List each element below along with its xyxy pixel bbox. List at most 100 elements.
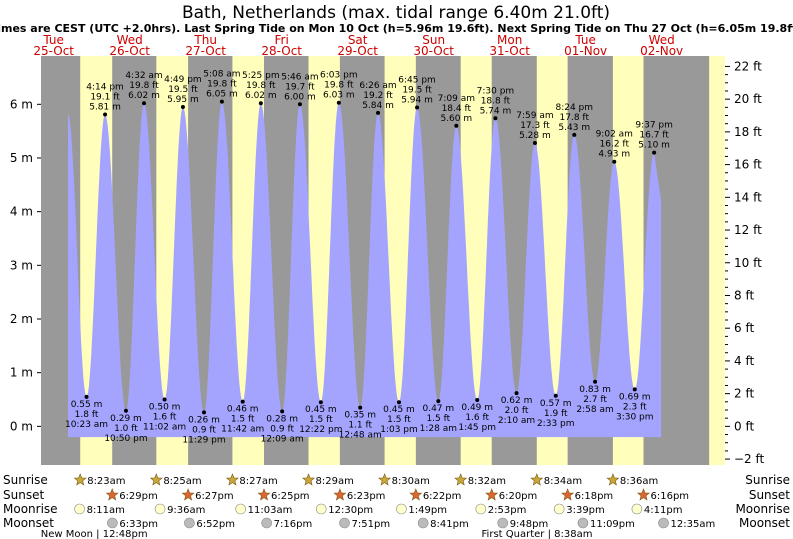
tide-label: 19.5 ft xyxy=(402,86,432,96)
tide-label: 3:30 pm xyxy=(616,412,654,422)
tide-label: 5:46 am xyxy=(281,72,318,82)
tide-label: 19.8 ft xyxy=(207,80,237,90)
tide-label: 5:08 am xyxy=(203,70,240,80)
tide-label: 19.7 ft xyxy=(285,82,315,92)
tide-point xyxy=(297,102,302,107)
tide-label: 5.94 m xyxy=(401,96,433,106)
tide-label: 0.26 m xyxy=(188,415,220,425)
tide-label: 1.5 ft xyxy=(231,415,255,425)
y-axis-meters: 0 m 1 m 2 m 3 m 4 m 5 m 6 m xyxy=(10,97,41,433)
tide-point xyxy=(475,398,480,403)
moonrise-icon xyxy=(315,503,327,515)
tide-label: 2:58 am xyxy=(576,405,613,415)
tide-label: 1.5 ft xyxy=(387,415,411,425)
tide-label: 5.81 m xyxy=(89,103,121,113)
tide-label: 5.28 m xyxy=(519,131,551,141)
tide-label: 2.7 ft xyxy=(583,395,607,405)
sunrise-icon xyxy=(606,473,620,486)
moonset-icon xyxy=(261,517,272,529)
y-tick-label-ft: 22 ft xyxy=(734,59,762,73)
moonset-icon xyxy=(339,517,350,529)
y-tick-label-ft: 18 ft xyxy=(734,125,762,139)
row-label-left: Moonset xyxy=(3,516,54,530)
tide-point xyxy=(219,99,224,104)
moonset-time: 8:41pm xyxy=(430,519,469,530)
tide-point xyxy=(84,394,89,399)
y-tick-label-m: 4 m xyxy=(10,205,33,219)
tide-point xyxy=(280,409,285,414)
tide-label: 12:48 am xyxy=(339,431,382,441)
sunrise-icon xyxy=(225,473,239,486)
y-tick-label-ft: −2 ft xyxy=(734,452,765,466)
tide-label: 9:37 pm xyxy=(635,121,673,131)
tide-label: 4:14 pm xyxy=(86,83,124,93)
tide-label: 17.3 ft xyxy=(520,121,550,131)
day-weekday: Thu xyxy=(193,33,217,47)
moonset-time: 7:51pm xyxy=(352,519,391,530)
moonrise-icon xyxy=(74,503,85,515)
tide-label: 7:09 am xyxy=(438,94,475,104)
sunset-icon xyxy=(409,488,423,501)
row-label-left: Moonrise xyxy=(3,502,58,516)
tide-label: 0.47 m xyxy=(422,404,454,414)
day-weekday: Wed xyxy=(649,33,675,47)
day-date: 25-Oct xyxy=(33,44,74,58)
sunset-icon xyxy=(333,488,347,501)
day-weekday: Tue xyxy=(574,33,596,47)
sunrise-time: 8:30am xyxy=(392,476,430,487)
moonrise-icon xyxy=(396,503,407,515)
moonrise-icon xyxy=(631,503,643,515)
sunset-icon xyxy=(181,488,195,501)
tide-label: 1.6 ft xyxy=(465,413,489,423)
tide-label: 6:45 pm xyxy=(398,76,436,86)
day-weekday: Wed xyxy=(117,33,143,47)
tide-label: 6.05 m xyxy=(206,90,238,100)
sunset-time: 6:25pm xyxy=(271,491,310,502)
tide-label: 8:24 pm xyxy=(555,103,593,113)
moonrise-icon xyxy=(553,503,565,515)
tide-label: 2.0 ft xyxy=(505,406,529,416)
tide-label: 5:25 pm xyxy=(242,71,280,81)
tide-point xyxy=(632,387,637,392)
tide-point xyxy=(103,112,108,117)
y-tick-label-ft: 8 ft xyxy=(734,288,754,302)
tide-point xyxy=(336,100,341,105)
chart-subtitle: Times are CEST (UTC +2.0hrs). Last Sprin… xyxy=(0,22,793,35)
tide-label: 0.9 ft xyxy=(192,425,216,435)
extended-forecast xyxy=(709,56,725,465)
tide-point xyxy=(593,379,598,384)
tide-point xyxy=(202,410,207,415)
chart-title: Bath, Netherlands (max. tidal range 6.40… xyxy=(182,3,610,23)
day-date: 01-Nov xyxy=(564,44,607,58)
tide-label: 0.35 m xyxy=(344,411,376,421)
sunrise-time: 8:34am xyxy=(544,476,582,487)
day-date: 30-Oct xyxy=(413,44,454,58)
sunset-icon xyxy=(105,488,119,501)
sunset-time: 6:22pm xyxy=(423,491,462,502)
tide-label: 0.29 m xyxy=(110,414,142,424)
row-label-left: Sunset xyxy=(3,488,44,502)
tide-label: 17.8 ft xyxy=(560,113,590,123)
tide-point xyxy=(142,101,147,106)
moonrise-time: 4:11pm xyxy=(644,505,683,516)
sunrise-icon xyxy=(454,473,468,486)
tide-point xyxy=(514,391,519,396)
day-weekday: Fri xyxy=(275,33,289,47)
sunrise-time: 8:29am xyxy=(316,476,354,487)
tide-point xyxy=(454,123,459,128)
tide-label: 4:49 pm xyxy=(164,75,202,85)
tide-label: 11:29 pm xyxy=(182,435,225,445)
tide-label: 7:30 pm xyxy=(477,86,515,96)
tide-point xyxy=(240,399,245,404)
tide-label: 0.57 m xyxy=(540,399,572,409)
sunset-time: 6:27pm xyxy=(195,491,234,502)
moonrise-time: 11:03am xyxy=(248,505,293,516)
tide-label: 10:23 am xyxy=(65,420,108,430)
sunset-time: 6:20pm xyxy=(499,491,538,502)
tide-label: 2:33 pm xyxy=(537,419,575,429)
tide-label: 19.2 ft xyxy=(363,91,393,101)
sunrise-icon xyxy=(302,473,315,486)
tide-point xyxy=(612,159,617,164)
tide-label: 0.50 m xyxy=(149,403,181,413)
